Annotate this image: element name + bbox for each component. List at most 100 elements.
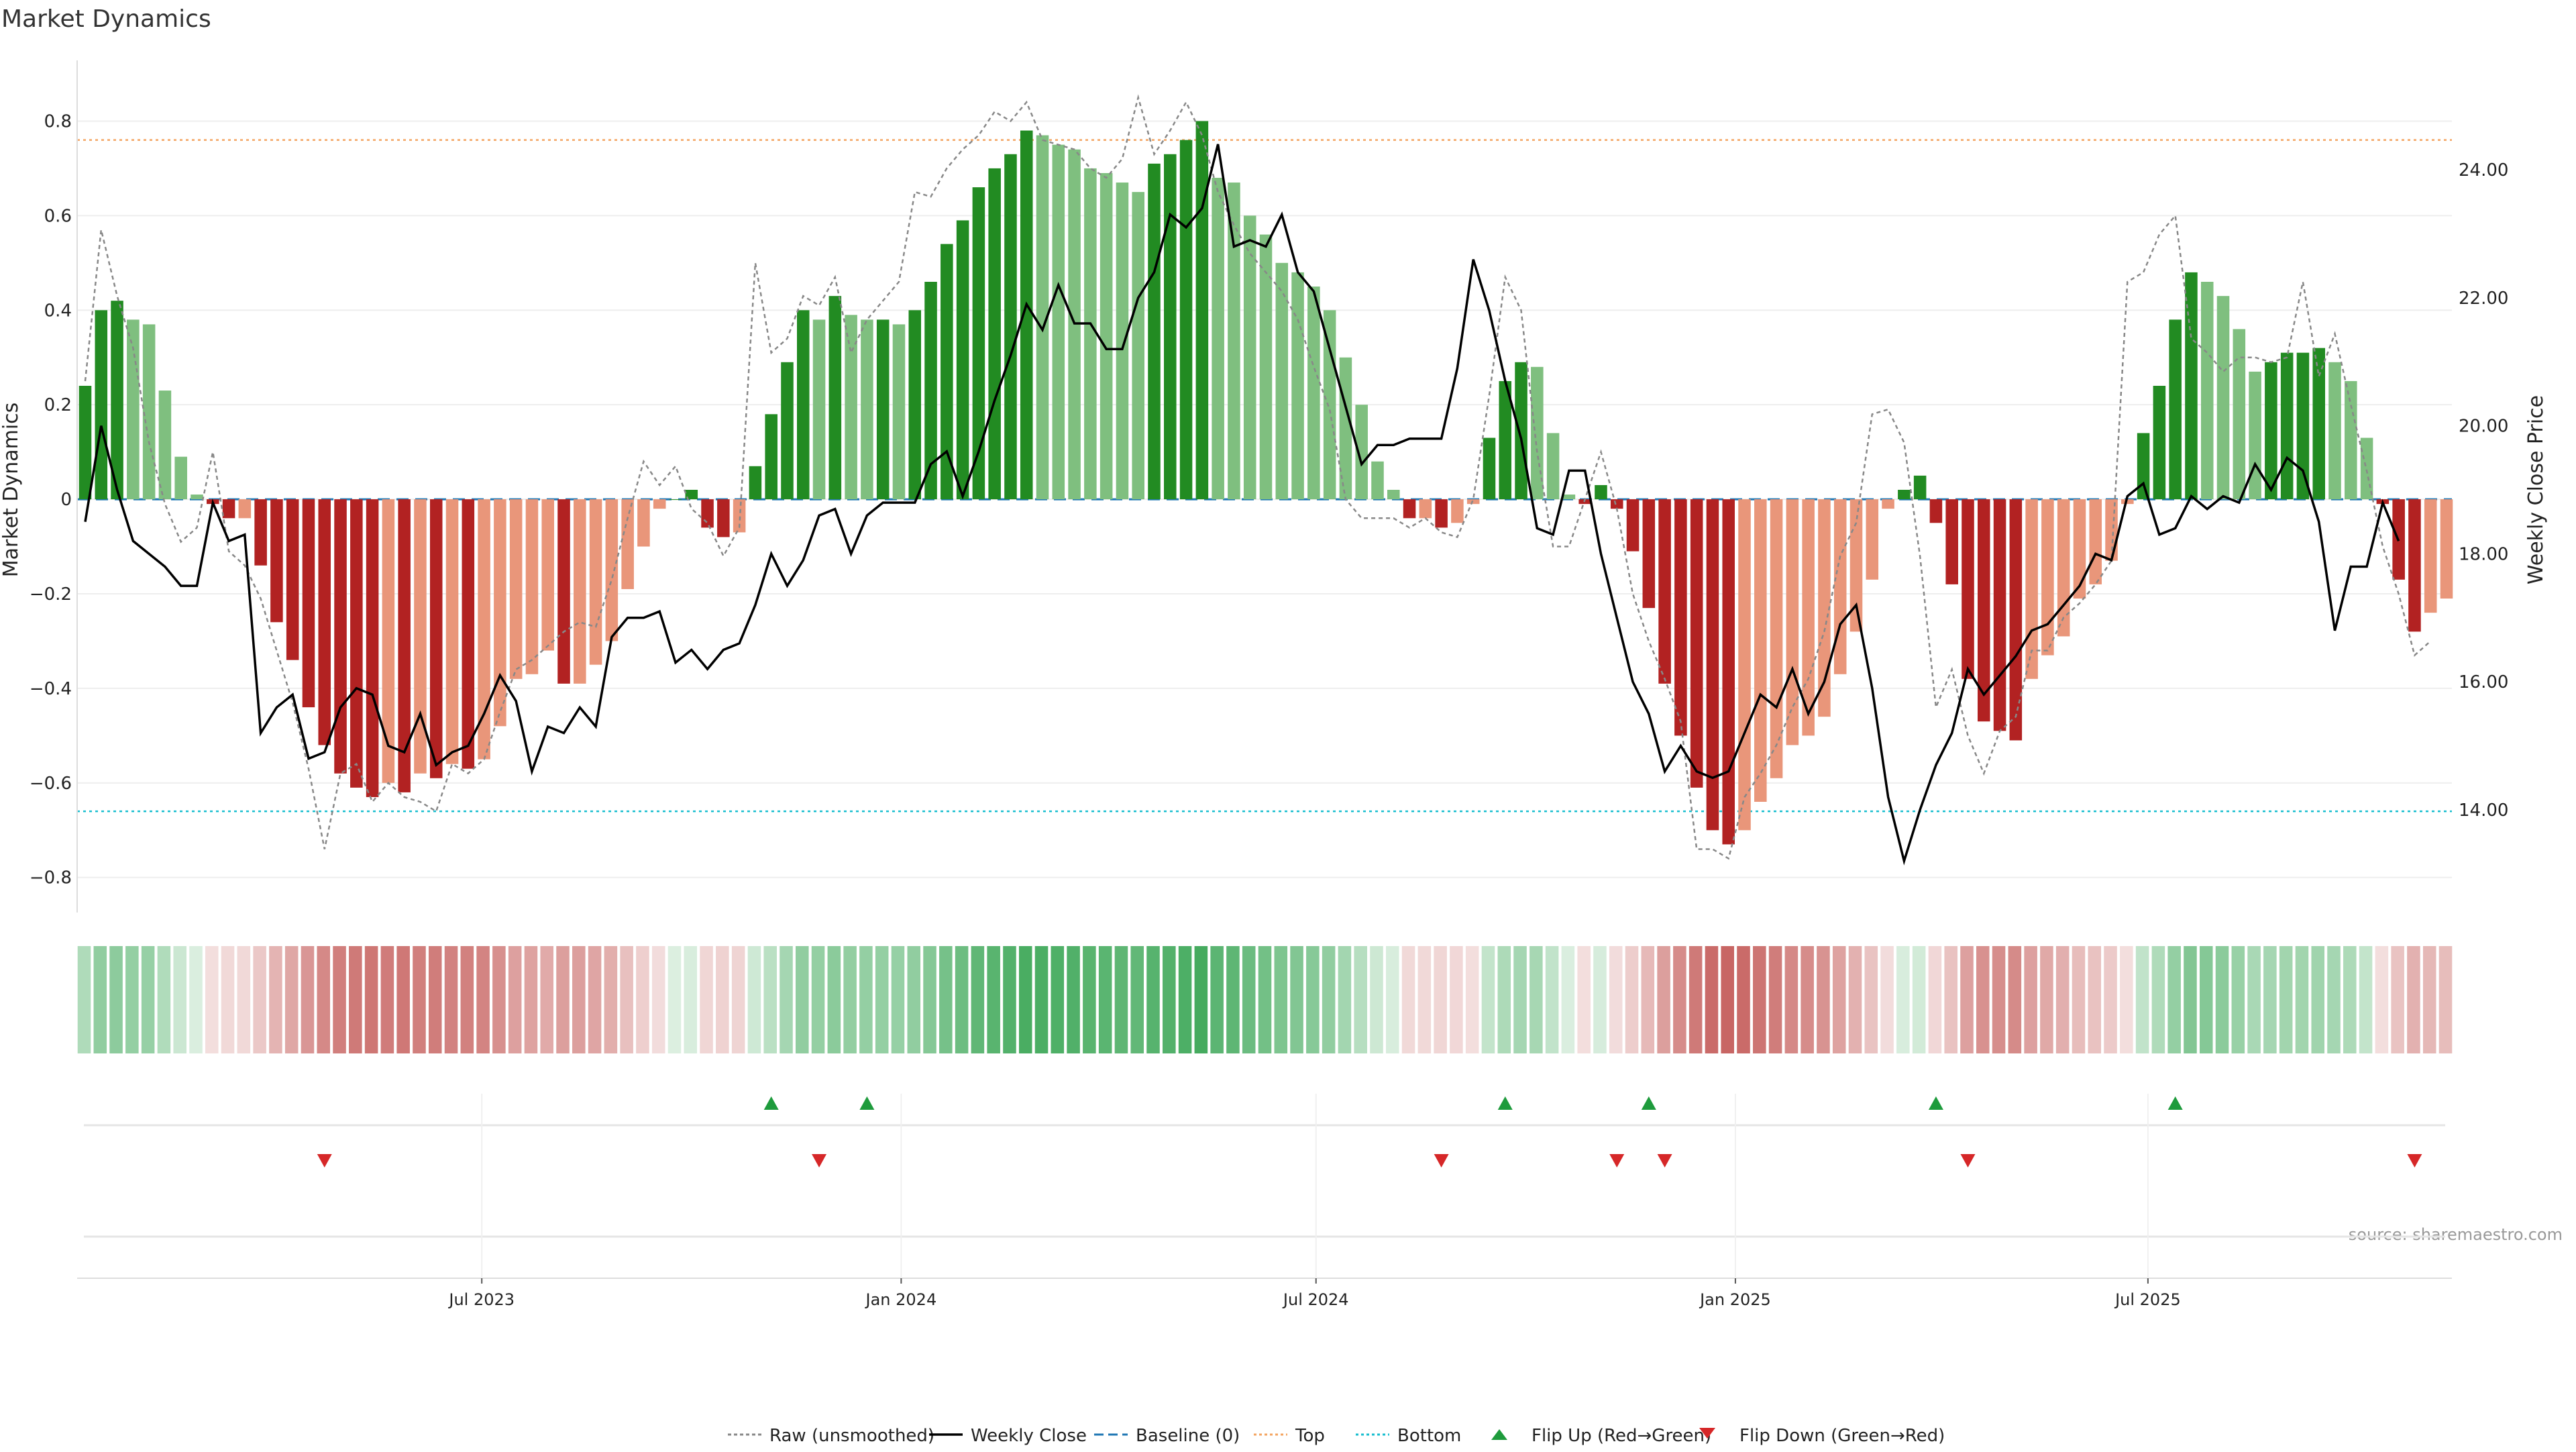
heat-cell xyxy=(2311,946,2325,1053)
md-bar xyxy=(669,499,682,501)
md-bar xyxy=(366,499,379,797)
heat-cell xyxy=(2295,946,2309,1053)
md-bar xyxy=(158,391,172,500)
heat-cell xyxy=(1832,946,1846,1053)
heat-cell xyxy=(2263,946,2277,1053)
md-bar xyxy=(2200,282,2214,500)
md-bar xyxy=(2440,499,2453,599)
legend-label: Flip Down (Green→Red) xyxy=(1739,1426,1945,1446)
md-bar xyxy=(1052,144,1065,500)
md-bar xyxy=(701,499,714,528)
md-bar xyxy=(494,499,506,727)
md-bar xyxy=(1706,499,1719,831)
md-bar xyxy=(1084,168,1097,500)
heat-cell xyxy=(2215,946,2229,1053)
flip-up-marker xyxy=(763,1096,779,1110)
heat-cell xyxy=(396,946,410,1053)
heat-cell xyxy=(843,946,857,1053)
right-tick-label: 20.00 xyxy=(2459,417,2508,437)
heat-cell xyxy=(763,946,777,1053)
md-bar xyxy=(270,499,283,623)
md-bar xyxy=(1355,405,1368,500)
heat-cell xyxy=(923,946,936,1053)
heat-cell xyxy=(620,946,633,1053)
md-bar xyxy=(589,499,602,665)
md-bar xyxy=(1754,499,1767,802)
heat-cell xyxy=(1098,946,1112,1053)
heat-cell xyxy=(2167,946,2181,1053)
md-bar xyxy=(350,499,363,788)
heat-cell xyxy=(907,946,921,1053)
md-bar xyxy=(2360,437,2373,500)
md-bar xyxy=(111,301,123,500)
md-bar xyxy=(142,324,156,500)
heat-cell xyxy=(1753,946,1766,1053)
left-axis-label: Market Dynamics xyxy=(0,403,23,578)
md-bar xyxy=(2408,499,2421,632)
md-bar xyxy=(1435,499,1448,528)
legend-item-close: Weekly Close xyxy=(929,1426,1087,1446)
md-bar xyxy=(1483,437,1496,500)
md-bar xyxy=(1818,499,1831,717)
heat-cell xyxy=(1401,946,1415,1053)
md-bar xyxy=(1945,499,1958,584)
md-bar xyxy=(1387,490,1400,500)
md-bar xyxy=(1722,499,1735,845)
flip-down-marker xyxy=(317,1154,332,1168)
md-bar xyxy=(95,310,108,500)
heat-cell xyxy=(1178,946,1192,1053)
heat-cell xyxy=(364,946,378,1053)
heat-cell xyxy=(1322,946,1336,1053)
heat-cell xyxy=(333,946,346,1053)
md-bar xyxy=(478,499,490,760)
md-bar xyxy=(637,499,650,547)
md-bar xyxy=(318,499,331,745)
heat-cell xyxy=(955,946,969,1053)
legend-item-bottom: Bottom xyxy=(1356,1426,1461,1446)
md-bar xyxy=(1642,499,1656,609)
md-bar xyxy=(1148,163,1161,500)
heat-cell xyxy=(2375,946,2389,1053)
md-bar xyxy=(2105,499,2118,561)
heat-cell xyxy=(859,946,873,1053)
md-bar xyxy=(1913,475,1927,500)
md-bar xyxy=(941,244,953,500)
heat-cell xyxy=(684,946,698,1053)
heat-cell xyxy=(237,946,251,1053)
md-bar xyxy=(525,499,539,674)
md-bar xyxy=(685,490,698,500)
md-bar xyxy=(1690,499,1703,788)
md-bar xyxy=(749,466,762,500)
md-bar xyxy=(1212,178,1224,500)
right-tick-label: 18.00 xyxy=(2459,544,2508,564)
heat-cell xyxy=(604,946,618,1053)
heat-cell xyxy=(1130,946,1144,1053)
heat-cell xyxy=(508,946,522,1053)
md-bar xyxy=(254,499,267,566)
md-bar xyxy=(1323,310,1336,500)
md-bar xyxy=(398,499,411,792)
heat-cell xyxy=(2422,946,2436,1053)
heat-cell xyxy=(125,946,139,1053)
heat-cell xyxy=(109,946,123,1053)
md-bar xyxy=(845,315,857,500)
heat-cell xyxy=(700,946,713,1053)
md-bar xyxy=(2057,499,2070,637)
heat-cell xyxy=(1003,946,1016,1053)
md-bar xyxy=(1802,499,1815,736)
heat-cell xyxy=(636,946,649,1053)
md-bar xyxy=(1228,183,1240,500)
heat-cell xyxy=(1434,946,1447,1053)
md-bar xyxy=(1164,154,1177,500)
md-bar xyxy=(1738,499,1751,831)
raw-line xyxy=(84,94,2432,860)
x-tick-label: Jan 2024 xyxy=(865,1290,937,1309)
md-bar xyxy=(302,499,315,708)
x-tick-label: Jul 2025 xyxy=(2114,1290,2181,1309)
axes: 0.8 0.6 0.4 0.2 0 −0.2 −0.4 −0.6 −0.8 24.00 22.00 2… xyxy=(0,60,2548,913)
heat-cell xyxy=(1290,946,1303,1053)
heat-cell xyxy=(173,946,186,1053)
md-bar xyxy=(828,296,842,500)
heat-cell xyxy=(444,946,458,1053)
md-bar xyxy=(1195,121,1209,500)
